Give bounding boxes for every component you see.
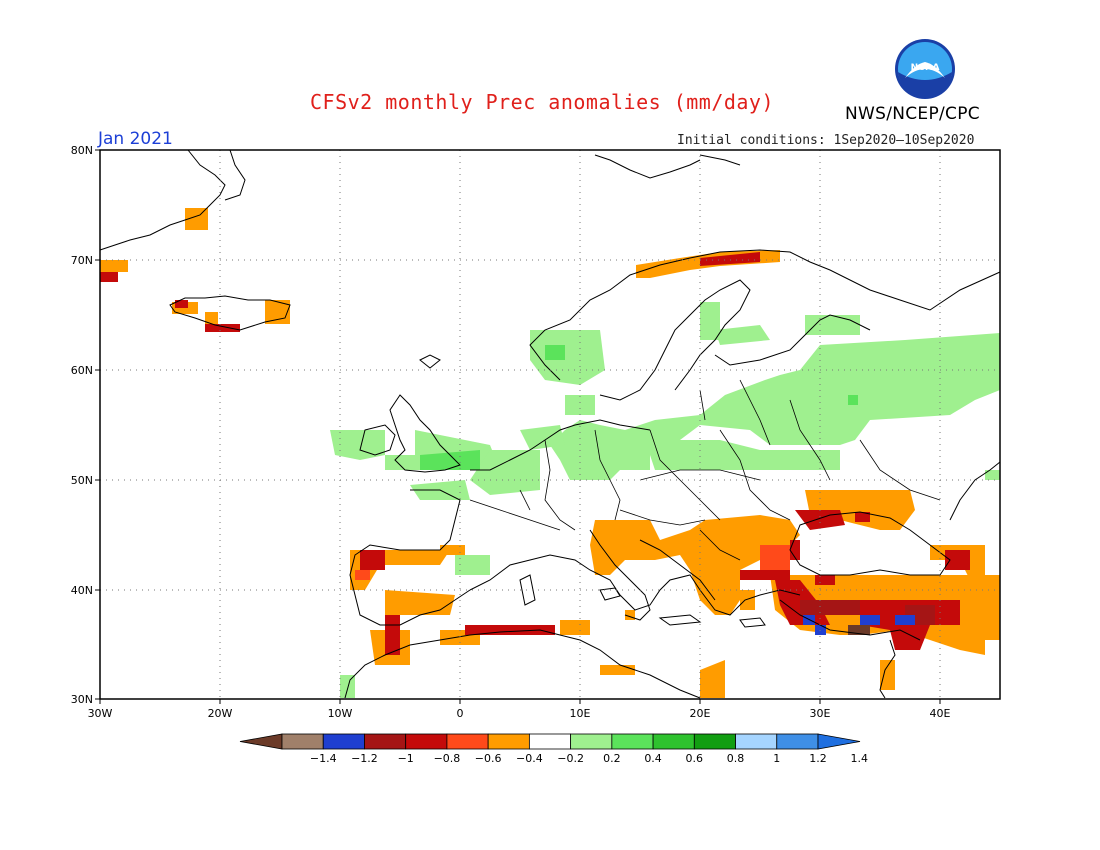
colorbar-label: 0.6 xyxy=(686,752,704,765)
anomaly-shading xyxy=(100,208,1000,698)
wet-anomaly-core xyxy=(420,345,858,470)
colorbar-label: 0.4 xyxy=(644,752,662,765)
lat-label: 40N xyxy=(71,584,93,597)
colorbar-label: −1.2 xyxy=(351,752,378,765)
moderate-dry-regions xyxy=(355,545,790,580)
colorbar-label: −1.4 xyxy=(310,752,337,765)
axis-ticks xyxy=(95,149,941,704)
forecast-period: Jan 2021 xyxy=(98,129,173,149)
lon-label: 20E xyxy=(690,707,711,720)
wet-anomaly-regions xyxy=(330,302,1000,698)
lon-label: 30W xyxy=(88,707,113,720)
noaa-logo-text: NOAA xyxy=(911,63,940,73)
colorbar-swatch xyxy=(446,733,489,750)
colorbar-swatch xyxy=(693,733,736,750)
colorbar-swatch xyxy=(528,733,572,750)
colorbar-label: 1.2 xyxy=(809,752,827,765)
lat-label: 60N xyxy=(71,364,93,377)
lon-label: 30E xyxy=(810,707,831,720)
colorbar-swatch xyxy=(405,733,448,750)
colorbar-swatch xyxy=(570,733,613,750)
colorbar-swatch xyxy=(364,733,407,750)
colorbar: −1.4 −1.2 −1 −0.8 −0.6 −0.4 −0.2 0.2 0.4 0.6 0.8 1 1… xyxy=(239,733,868,765)
lat-label: 70N xyxy=(71,254,93,267)
colorbar-label: −1 xyxy=(398,752,414,765)
initial-conditions: Initial conditions: 1Sep2020–10Sep2020 xyxy=(677,133,975,148)
colorbar-low-arrow xyxy=(239,733,283,750)
colorbar-swatch xyxy=(487,733,530,750)
colorbar-swatch xyxy=(281,733,324,750)
map-title: CFSv2 monthly Prec anomalies (mm/day) xyxy=(310,90,775,114)
noaa-logo: NOAA xyxy=(895,39,955,99)
latitude-labels: 80N 70N 60N 50N 40N 30N xyxy=(71,144,93,706)
longitude-labels: 30W 20W 10W 0 10E 20E 30E 40E xyxy=(88,707,951,720)
colorbar-label: 1.4 xyxy=(850,752,868,765)
coastlines xyxy=(99,149,1001,699)
agency-label: NWS/NCEP/CPC xyxy=(845,104,980,124)
lon-label: 40E xyxy=(930,707,951,720)
colorbar-label: 0.8 xyxy=(727,752,745,765)
lon-label: 20W xyxy=(208,707,233,720)
colorbar-swatch xyxy=(611,733,654,750)
colorbar-swatch xyxy=(322,733,365,750)
colorbar-label: −0.8 xyxy=(434,752,461,765)
colorbar-label: 0.2 xyxy=(603,752,621,765)
colorbar-swatch xyxy=(776,733,819,750)
lon-label: 0 xyxy=(457,707,464,720)
lon-label: 10W xyxy=(328,707,353,720)
colorbar-label: −0.6 xyxy=(475,752,502,765)
graticule xyxy=(100,150,1000,699)
colorbar-swatch xyxy=(652,733,695,750)
colorbar-label: −0.4 xyxy=(516,752,543,765)
colorbar-swatch xyxy=(735,733,778,750)
lat-label: 30N xyxy=(71,693,93,706)
colorbar-label: −0.2 xyxy=(557,752,584,765)
colorbar-high-arrow xyxy=(817,733,861,750)
lat-label: 80N xyxy=(71,144,93,157)
colorbar-label: 1 xyxy=(773,752,780,765)
lat-label: 50N xyxy=(71,474,93,487)
lon-label: 10E xyxy=(570,707,591,720)
map-frame xyxy=(99,149,1001,700)
